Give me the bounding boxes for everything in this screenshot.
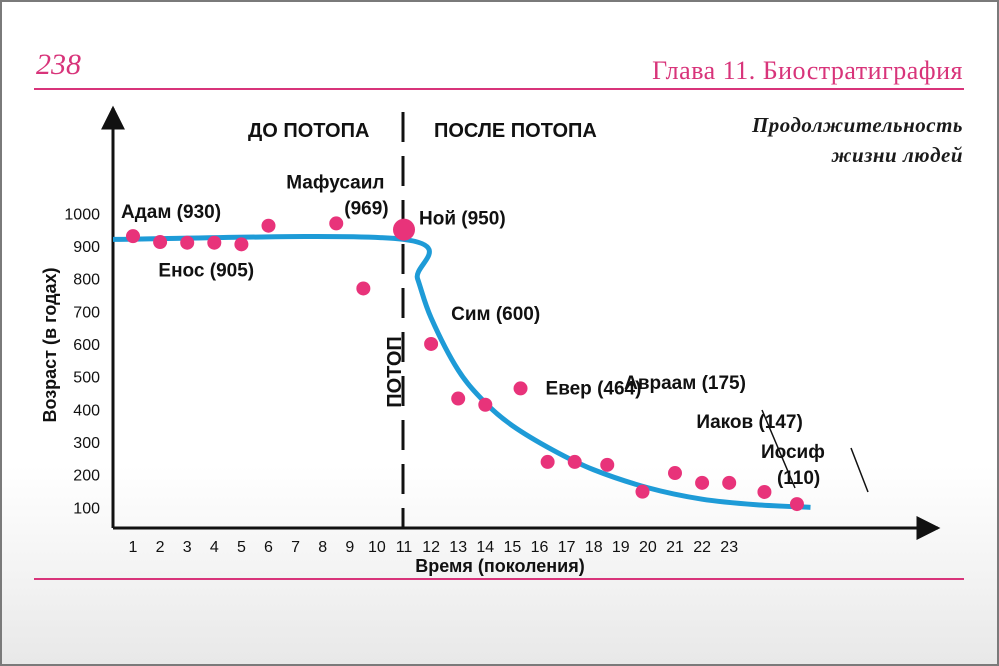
data-point [180, 235, 195, 250]
data-point [567, 454, 582, 469]
y-axis-label: Возраст (в годах) [40, 267, 60, 422]
data-point [478, 397, 493, 412]
point-annotation: Авраам (175) [624, 373, 746, 394]
chapter-title: Глава 11. Биостратиграфия [652, 56, 963, 85]
data-point [513, 381, 528, 396]
y-tick-label: 800 [73, 272, 100, 289]
x-tick-label: 1 [129, 539, 138, 556]
x-tick-label: 9 [345, 539, 354, 556]
point-annotation: Енос (905) [158, 260, 254, 281]
leader-iakov [850, 447, 869, 493]
data-point [635, 484, 650, 499]
caption-line-1: Продолжительность [751, 113, 963, 137]
x-tick-label: 12 [422, 539, 440, 556]
y-tick-label: 400 [73, 402, 100, 419]
data-point [757, 484, 772, 499]
x-tick-label: 7 [291, 539, 300, 556]
data-point [329, 216, 344, 231]
point-annotation: Иосиф [761, 442, 825, 463]
footer-rule [34, 578, 964, 580]
data-point [540, 454, 555, 469]
data-point [207, 235, 222, 250]
y-tick-label: 900 [73, 239, 100, 256]
x-tick-label: 10 [368, 539, 386, 556]
x-tick-label: 15 [504, 539, 522, 556]
x-tick-label: 13 [449, 539, 467, 556]
region-after-label: ПОСЛЕ ПОТОПА [434, 120, 597, 142]
y-tick-label: 600 [73, 337, 100, 354]
y-tick-label: 1000 [64, 206, 100, 223]
figure-caption: Продолжительность жизни людей [752, 110, 963, 170]
y-tick-label: 300 [73, 435, 100, 452]
x-tick-label: 11 [396, 539, 413, 556]
point-annotation: (969) [344, 198, 388, 219]
data-point [600, 457, 615, 472]
x-tick-label: 3 [183, 539, 192, 556]
point-annotation: Адам (930) [121, 202, 221, 223]
region-before-label: ДО ПОТОПА [248, 120, 369, 142]
x-tick-label: 5 [237, 539, 246, 556]
data-point [424, 336, 439, 351]
point-annotation: Иаков (147) [696, 412, 802, 433]
point-annotation: Ной (950) [419, 209, 506, 230]
data-point [451, 391, 466, 406]
data-point [722, 475, 737, 490]
point-annotation: Сим (600) [451, 304, 540, 325]
x-tick-label: 21 [666, 539, 684, 556]
data-point [261, 218, 276, 233]
data-point [393, 218, 415, 241]
x-tick-label: 2 [156, 539, 165, 556]
x-tick-label: 20 [639, 539, 657, 556]
x-axis-label: Время (поколения) [415, 556, 584, 576]
data-point [356, 281, 371, 296]
x-tick-label: 22 [693, 539, 711, 556]
data-point [789, 497, 804, 512]
x-tick-label: 4 [210, 539, 219, 556]
y-tick-label: 700 [73, 304, 100, 321]
data-point [126, 229, 140, 244]
caption-line-2: жизни людей [831, 143, 963, 167]
point-annotation: (110) [777, 468, 820, 489]
x-tick-label: 23 [720, 539, 738, 556]
point-annotation: Мафусаил [286, 172, 384, 193]
page-number: 238 [36, 48, 81, 81]
x-tick-label: 14 [476, 539, 494, 556]
header-rule [34, 88, 964, 90]
x-tick-label: 17 [558, 539, 576, 556]
flood-label: ПОТОП [384, 336, 406, 408]
point-annotation: Евер (464) [546, 378, 642, 399]
x-tick-label: 19 [612, 539, 630, 556]
x-tick-label: 18 [585, 539, 603, 556]
x-tick-label: 6 [264, 539, 273, 556]
data-point [153, 235, 168, 250]
x-tick-label: 8 [318, 539, 327, 556]
y-tick-label: 100 [73, 500, 100, 517]
y-tick-label: 200 [73, 468, 100, 485]
leader-avraam [761, 409, 796, 489]
x-tick-label: 16 [531, 539, 549, 556]
data-point [234, 237, 249, 252]
data-point [695, 475, 710, 490]
y-tick-label: 500 [73, 370, 100, 387]
trend-curve [112, 234, 811, 510]
data-point [668, 466, 682, 481]
